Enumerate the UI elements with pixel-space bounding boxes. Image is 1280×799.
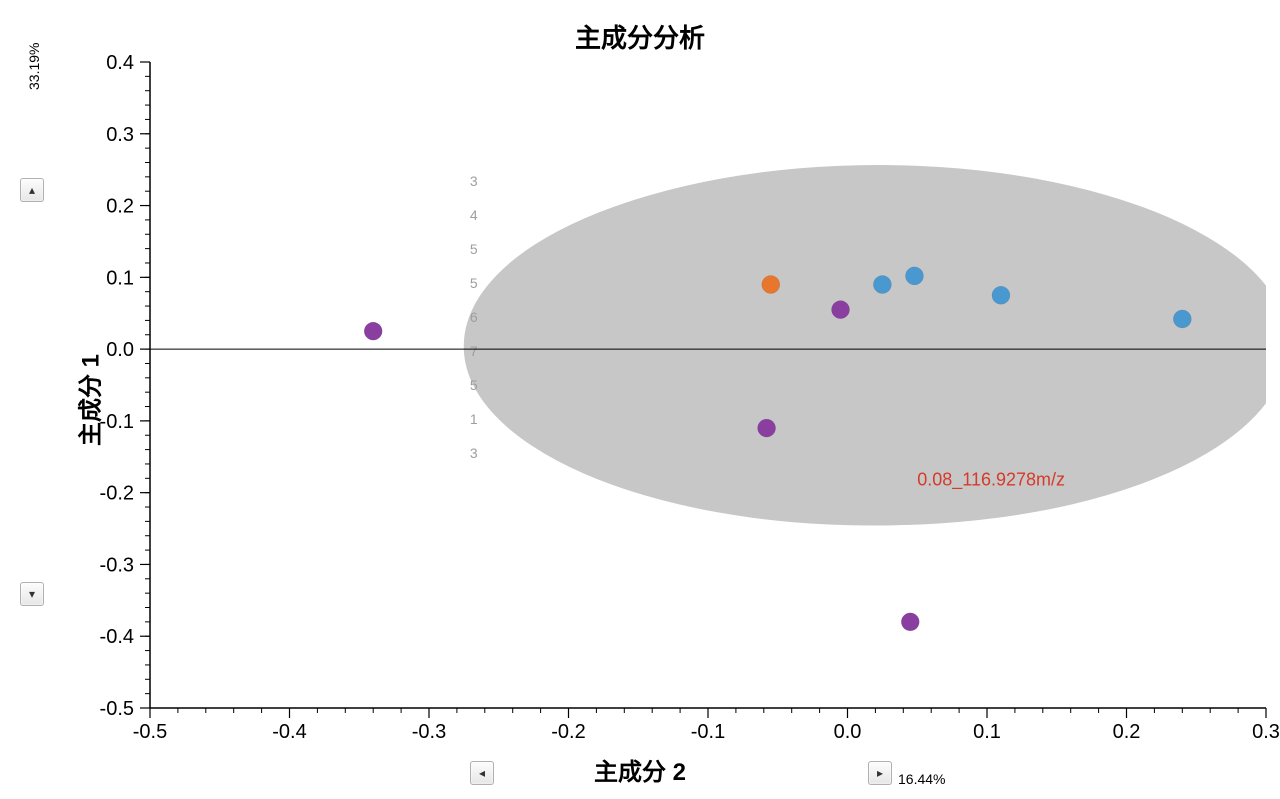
svg-text:1: 1 [470,411,478,427]
svg-text:0.0: 0.0 [834,721,862,743]
svg-text:-0.5: -0.5 [100,698,134,720]
data-point[interactable] [758,419,776,437]
svg-text:0.2: 0.2 [106,196,134,218]
data-point[interactable] [364,322,382,340]
svg-text:0.1: 0.1 [106,267,134,289]
svg-text:3: 3 [470,173,478,189]
svg-text:-0.1: -0.1 [691,721,725,743]
svg-text:5: 5 [470,241,478,257]
data-point[interactable] [901,613,919,631]
svg-text:-0.3: -0.3 [100,554,134,576]
data-point[interactable] [762,276,780,294]
annotation-label: 0.08_116.9278m/z [917,469,1065,490]
svg-text:6: 6 [470,309,478,325]
svg-text:0.4: 0.4 [106,52,134,74]
svg-text:0.1: 0.1 [973,721,1001,743]
plot-svg: 3 4 5 5 6 7 5 1 3 -0.5 -0.4 -0.3 -0.2 -0.1 0.0 0.1 0.2 0.… [0,0,1280,799]
data-point[interactable] [992,286,1010,304]
data-point[interactable] [1173,310,1191,328]
svg-text:0.0: 0.0 [106,339,134,361]
svg-text:0.3: 0.3 [106,124,134,146]
svg-text:3: 3 [470,445,478,461]
svg-text:0.3: 0.3 [1252,721,1280,743]
svg-text:-0.4: -0.4 [272,721,306,743]
data-point[interactable] [832,301,850,319]
svg-text:-0.3: -0.3 [412,721,446,743]
svg-text:5: 5 [470,377,478,393]
svg-text:-0.1: -0.1 [100,411,134,433]
svg-text:7: 7 [470,343,478,359]
data-point[interactable] [873,276,891,294]
svg-text:-0.4: -0.4 [100,626,134,648]
data-point[interactable] [905,267,923,285]
pca-chart-container: 主成分分析 主成分 1 主成分 2 33.19% ▴ ▾ ◂ ▸ 16.44% … [0,0,1280,799]
svg-text:-0.2: -0.2 [100,483,134,505]
svg-text:-0.5: -0.5 [133,721,167,743]
svg-text:-0.2: -0.2 [551,721,585,743]
svg-text:0.2: 0.2 [1113,721,1141,743]
svg-text:4: 4 [470,207,478,223]
svg-text:5: 5 [470,275,478,291]
